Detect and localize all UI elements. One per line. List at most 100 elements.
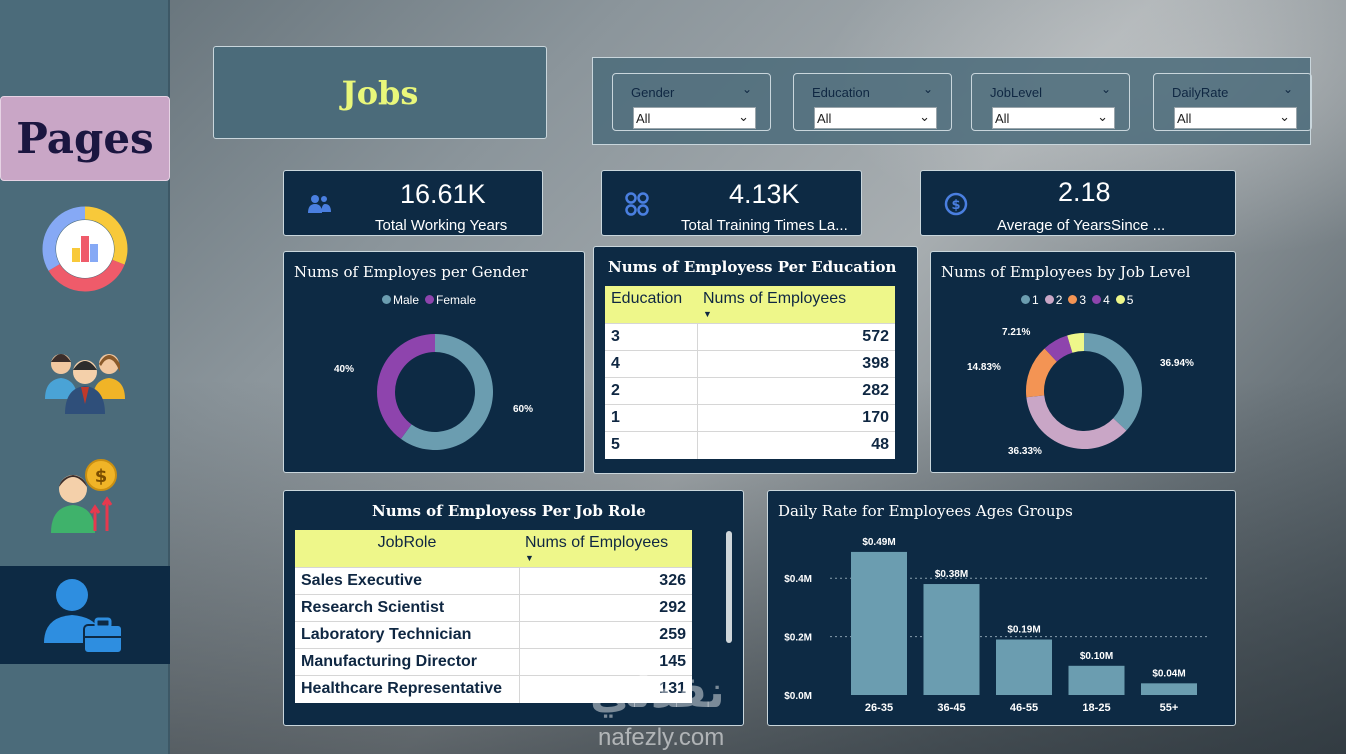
column-header-employees[interactable]: Nums of Employees ▼ bbox=[697, 286, 895, 324]
table-row[interactable]: 1 170 bbox=[605, 404, 895, 432]
table-row[interactable]: Manufacturing Director 145 bbox=[295, 648, 692, 676]
column-header-jobrole[interactable]: JobRole bbox=[295, 530, 519, 568]
nav-overview[interactable] bbox=[0, 200, 170, 298]
table-row[interactable]: 4 398 bbox=[605, 350, 895, 378]
data-label: 60% bbox=[513, 404, 534, 415]
data-label: $0.19M bbox=[1007, 625, 1040, 636]
data-label: $0.49M bbox=[862, 537, 895, 548]
donut-slice-male[interactable] bbox=[400, 334, 493, 450]
gender-dropdown[interactable]: All ⌄ bbox=[633, 107, 756, 129]
donut-slice-4[interactable] bbox=[1044, 335, 1073, 362]
donut-slice-1[interactable] bbox=[1084, 333, 1142, 431]
kpi-label: Total Working Years bbox=[375, 217, 508, 234]
table-title: Nums of Employess Per Education bbox=[608, 258, 897, 276]
kpi-value: 16.61K bbox=[400, 179, 486, 209]
dollar-coin-icon: $ bbox=[944, 192, 968, 216]
bar-18-25[interactable] bbox=[1068, 665, 1125, 695]
pages-button[interactable]: Pages bbox=[0, 96, 170, 181]
kpi-card-working-years: 16.61K Total Working Years bbox=[283, 170, 543, 236]
bar-26-35[interactable] bbox=[851, 551, 907, 695]
legend-item-3[interactable]: 3 bbox=[1068, 293, 1086, 307]
column-header-employees[interactable]: Nums of Employees ▼ bbox=[519, 530, 692, 568]
dropdown-value: All bbox=[1177, 111, 1192, 126]
page-title: Jobs bbox=[341, 73, 419, 112]
chevron-down-icon: ⌄ bbox=[1097, 109, 1108, 124]
chart-title: Nums of Employes per Gender bbox=[294, 263, 528, 281]
donut-slice-5[interactable] bbox=[1067, 333, 1084, 353]
dropdown-value: All bbox=[636, 111, 651, 126]
gender-donut-chart[interactable] bbox=[370, 327, 500, 457]
x-tick-label: 46-55 bbox=[1010, 702, 1038, 714]
education-dropdown[interactable]: All ⌄ bbox=[814, 107, 937, 129]
people-icon bbox=[308, 195, 331, 213]
gender-chart-panel: Nums of Employes per Gender Male Female … bbox=[283, 251, 585, 473]
education-table: Education Nums of Employees ▼ 3 572 4 398 2… bbox=[605, 286, 895, 459]
donut-slice-female[interactable] bbox=[377, 334, 435, 439]
legend-item-4[interactable]: 4 bbox=[1092, 293, 1110, 307]
joblevel-dropdown[interactable]: All ⌄ bbox=[992, 107, 1115, 129]
chevron-down-icon: ⌄ bbox=[738, 109, 749, 124]
legend-item-male[interactable]: Male bbox=[382, 293, 419, 307]
x-tick-label: 26-35 bbox=[865, 702, 893, 714]
dailyrate-slicer: DailyRate ⌄ All ⌄ bbox=[1153, 73, 1312, 131]
data-label: 7.21% bbox=[1002, 327, 1031, 338]
data-label: 36.33% bbox=[1008, 446, 1042, 457]
x-tick-label: 36-45 bbox=[937, 702, 965, 714]
legend-item-5[interactable]: 5 bbox=[1115, 293, 1133, 307]
table-scrollbar[interactable] bbox=[726, 531, 732, 643]
dailyrate-dropdown[interactable]: All ⌄ bbox=[1174, 107, 1297, 129]
bar-46-55[interactable] bbox=[996, 639, 1052, 695]
data-label: 14.83% bbox=[967, 362, 1001, 373]
data-label: 40% bbox=[334, 364, 355, 375]
table-row[interactable]: 5 48 bbox=[605, 431, 895, 459]
y-tick-label: $0.4M bbox=[784, 574, 812, 585]
column-header-education[interactable]: Education bbox=[605, 286, 697, 324]
table-row[interactable]: Healthcare Representative 131 bbox=[295, 675, 692, 703]
data-label: $0.10M bbox=[1080, 651, 1113, 662]
chevron-down-icon[interactable]: ⌄ bbox=[1282, 82, 1293, 96]
salary-growth-icon: $ bbox=[51, 459, 117, 533]
nav-jobs[interactable] bbox=[0, 566, 170, 664]
svg-text:$: $ bbox=[95, 466, 108, 487]
legend-item-2[interactable]: 2 bbox=[1044, 293, 1062, 307]
nav-salary[interactable]: $ bbox=[0, 444, 170, 542]
table-row[interactable]: 2 282 bbox=[605, 377, 895, 405]
circles-grid-icon bbox=[625, 192, 649, 216]
table-row[interactable]: 3 572 bbox=[605, 323, 895, 351]
team-icon bbox=[45, 354, 125, 414]
dropdown-value: All bbox=[995, 111, 1010, 126]
chevron-down-icon[interactable]: ⌄ bbox=[741, 82, 752, 96]
bar-chart[interactable]: $0.0M $0.2M $0.4M $0.49M 26-35 $0.38M 36-45 $0.… bbox=[768, 491, 1237, 727]
analytics-donut-icon bbox=[42, 206, 128, 292]
bar-55+[interactable] bbox=[1141, 683, 1197, 695]
legend-item-1[interactable]: 1 bbox=[1021, 293, 1039, 307]
kpi-card-training-times: 4.13K Total Training Times La... bbox=[601, 170, 862, 236]
age-rate-chart-panel: Daily Rate for Employees Ages Groups $0.… bbox=[767, 490, 1236, 726]
sort-desc-icon: ▼ bbox=[525, 553, 534, 563]
chart-legend: 1 2 3 4 5 bbox=[1021, 293, 1133, 307]
y-tick-label: $0.2M bbox=[784, 633, 812, 644]
education-table-panel: Nums of Employess Per Education Educatio… bbox=[593, 246, 918, 474]
jobrole-table-panel: Nums of Employess Per Job Role JobRole N… bbox=[283, 490, 744, 726]
nav-employees[interactable] bbox=[0, 330, 170, 428]
table-row[interactable]: Research Scientist 292 bbox=[295, 594, 692, 622]
legend-item-female[interactable]: Female bbox=[425, 293, 476, 307]
table-row[interactable]: Sales Executive 326 bbox=[295, 567, 692, 595]
x-tick-label: 55+ bbox=[1160, 702, 1179, 714]
gender-slicer: Gender ⌄ All ⌄ bbox=[612, 73, 771, 131]
watermark-site: nafezly.com bbox=[598, 724, 725, 751]
dropdown-value: All bbox=[817, 111, 832, 126]
donut-slice-3[interactable] bbox=[1026, 348, 1057, 398]
slicer-label: Gender bbox=[631, 85, 675, 100]
donut-slice-2[interactable] bbox=[1026, 395, 1127, 449]
joblevel-donut-chart[interactable] bbox=[1019, 326, 1149, 456]
bar-36-45[interactable] bbox=[923, 584, 980, 695]
slicer-label: Education bbox=[812, 85, 870, 100]
table-title: Nums of Employess Per Job Role bbox=[372, 502, 646, 520]
sidebar: Pages $ bbox=[0, 0, 170, 754]
kpi-value: 4.13K bbox=[729, 179, 800, 209]
chevron-down-icon[interactable]: ⌄ bbox=[922, 82, 933, 96]
chevron-down-icon[interactable]: ⌄ bbox=[1100, 82, 1111, 96]
table-row[interactable]: Laboratory Technician 259 bbox=[295, 621, 692, 649]
sort-desc-icon: ▼ bbox=[703, 309, 712, 319]
